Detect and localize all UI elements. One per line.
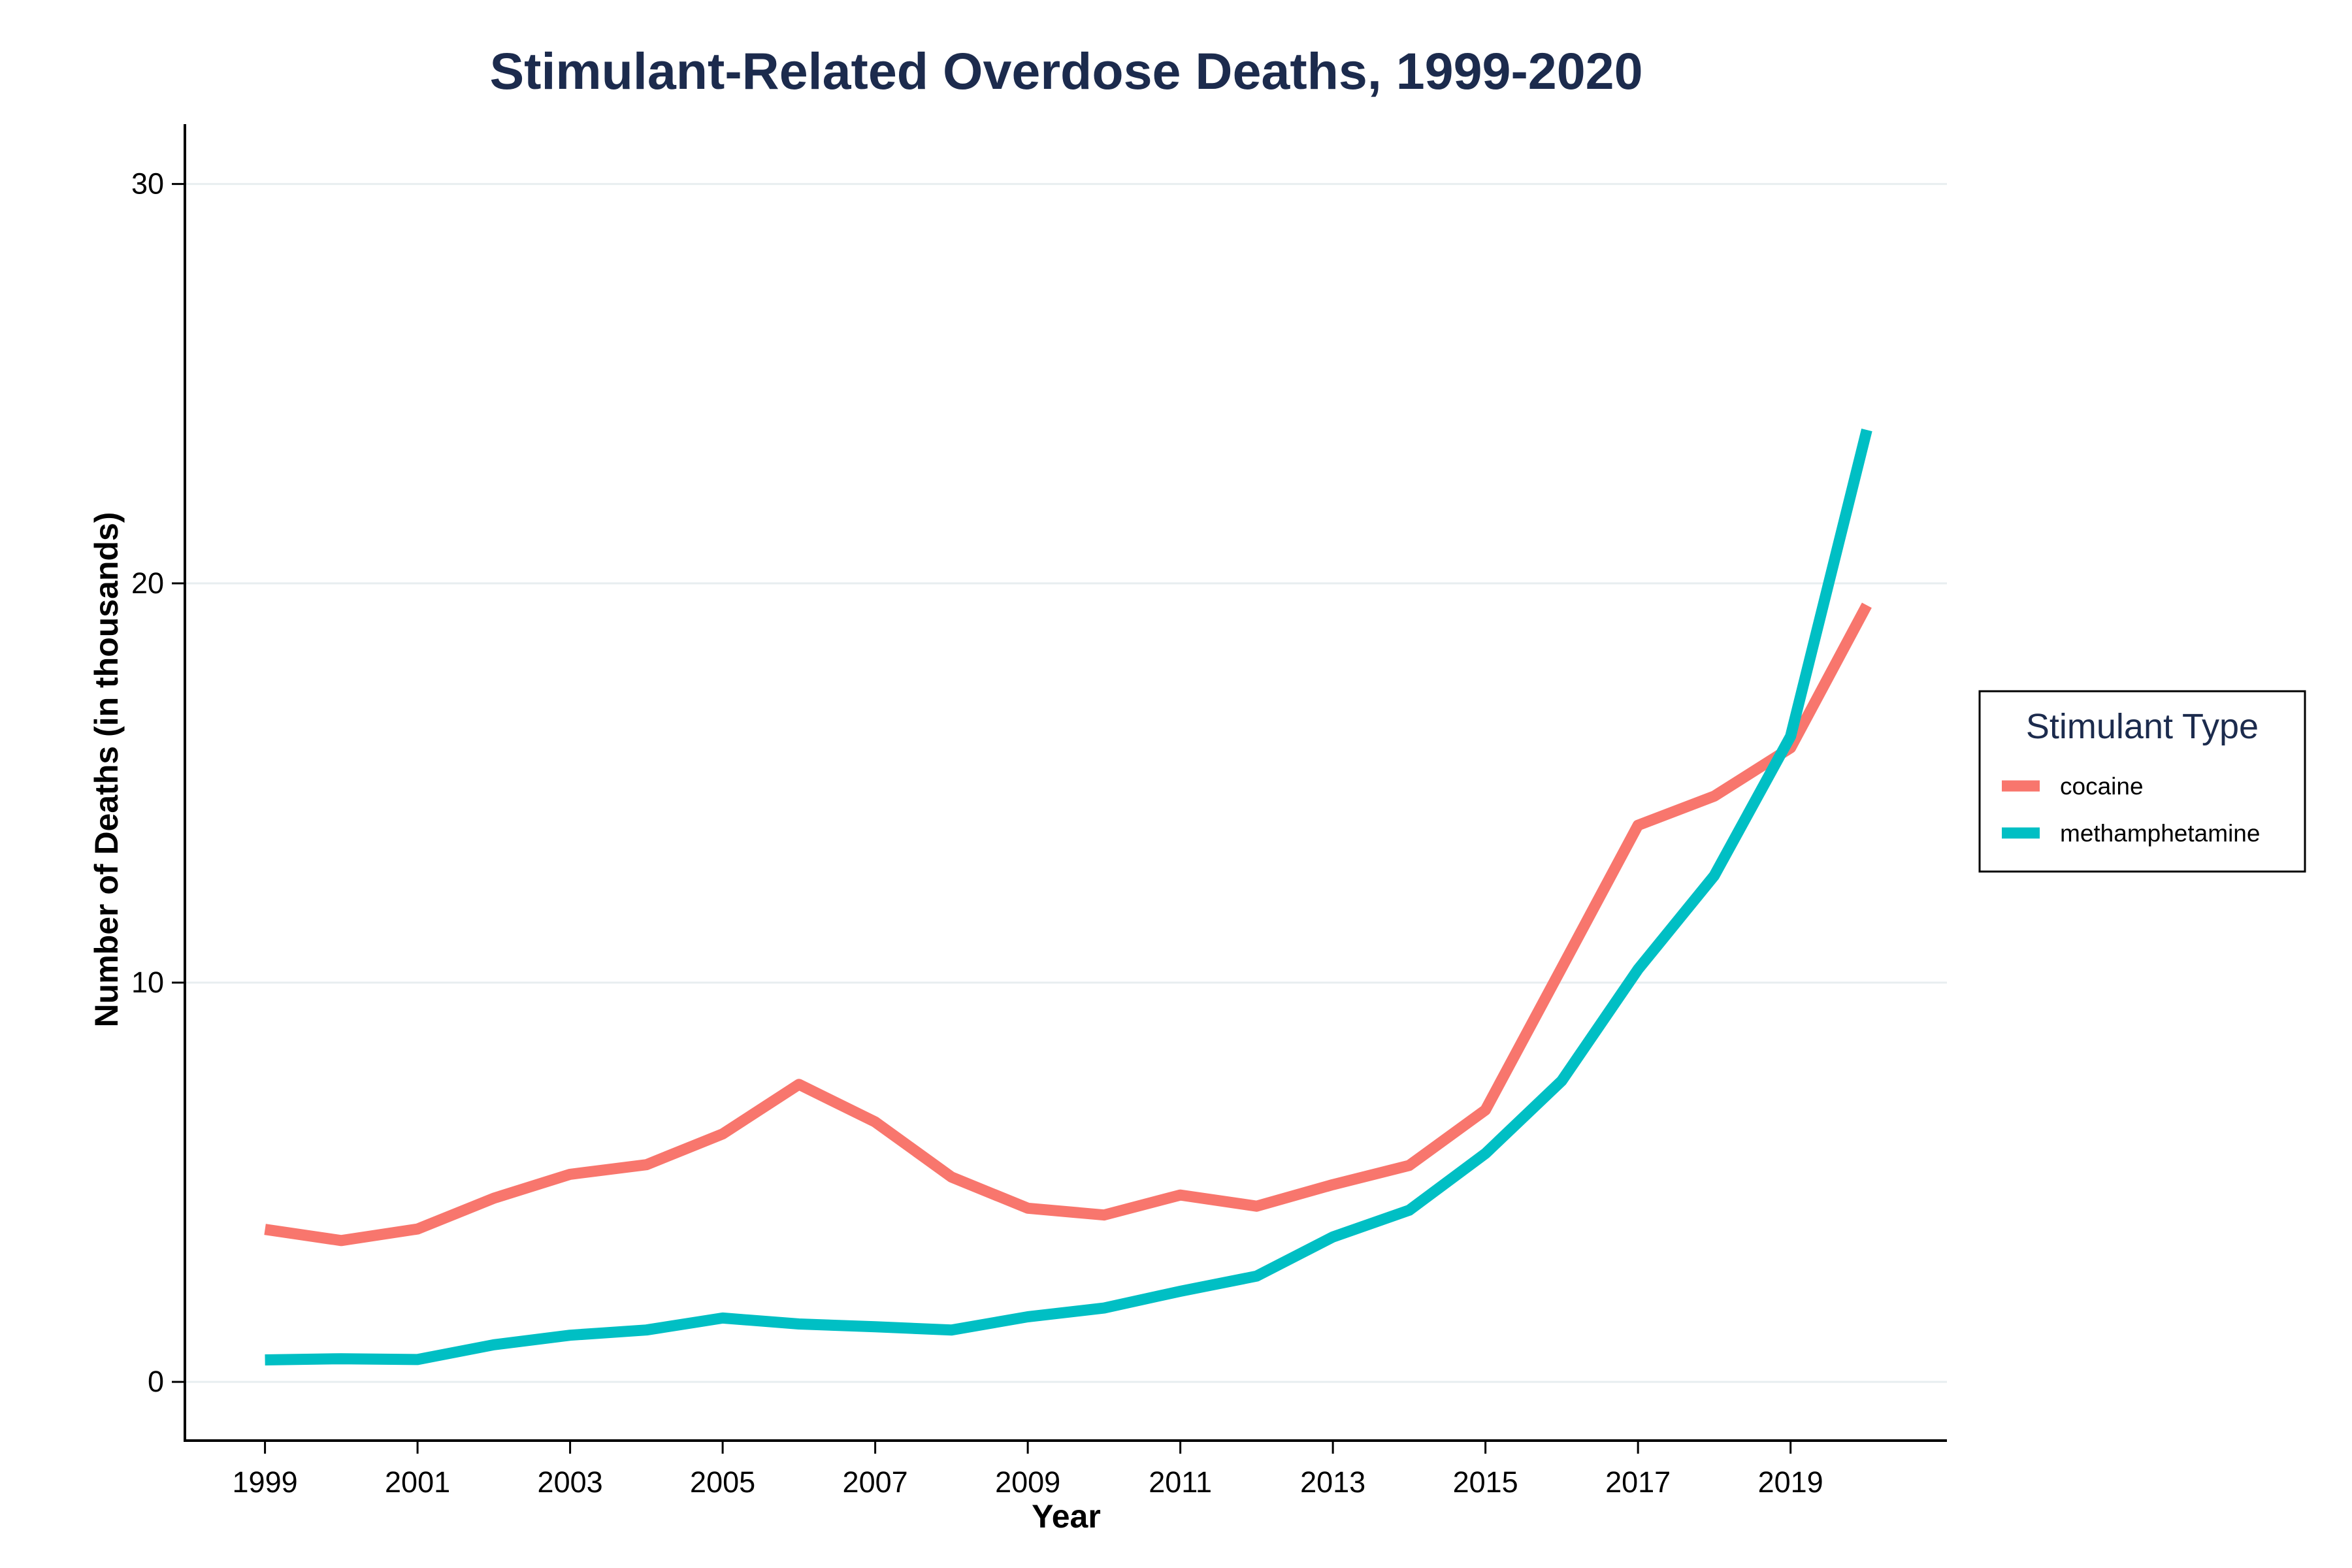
- y-axis-title: Number of Deaths (in thousands): [88, 512, 125, 1028]
- x-tick-label: 2001: [385, 1465, 450, 1499]
- legend: Stimulant Type cocaine methamphetamine: [1980, 691, 2305, 872]
- x-tick-label: 2013: [1300, 1465, 1365, 1499]
- chart-title: Stimulant-Related Overdose Deaths, 1999-…: [489, 42, 1642, 100]
- y-tick-label: 0: [148, 1365, 164, 1398]
- x-tick-label: 2009: [995, 1465, 1060, 1499]
- x-tick-label: 2015: [1453, 1465, 1518, 1499]
- y-tick-label: 30: [131, 167, 164, 201]
- x-axis-title: Year: [1032, 1498, 1101, 1535]
- x-tick-label: 1999: [233, 1465, 298, 1499]
- gridlines: [185, 184, 1947, 1382]
- legend-label-cocaine: cocaine: [2060, 773, 2144, 800]
- legend-label-methamphetamine: methamphetamine: [2060, 820, 2260, 847]
- x-tick-label: 2019: [1758, 1465, 1823, 1499]
- x-tick-label: 2017: [1605, 1465, 1671, 1499]
- x-tick-label: 2007: [843, 1465, 908, 1499]
- x-tick-label: 2003: [538, 1465, 603, 1499]
- legend-title: Stimulant Type: [2026, 707, 2259, 746]
- x-tick-label: 2005: [690, 1465, 755, 1499]
- y-tick-label: 10: [131, 966, 164, 999]
- series-line-cocaine: [265, 605, 1867, 1240]
- series-lines: [265, 430, 1867, 1360]
- series-line-methamphetamine: [265, 430, 1867, 1360]
- x-tick-label: 2011: [1149, 1465, 1212, 1499]
- y-tick-label: 20: [131, 566, 164, 600]
